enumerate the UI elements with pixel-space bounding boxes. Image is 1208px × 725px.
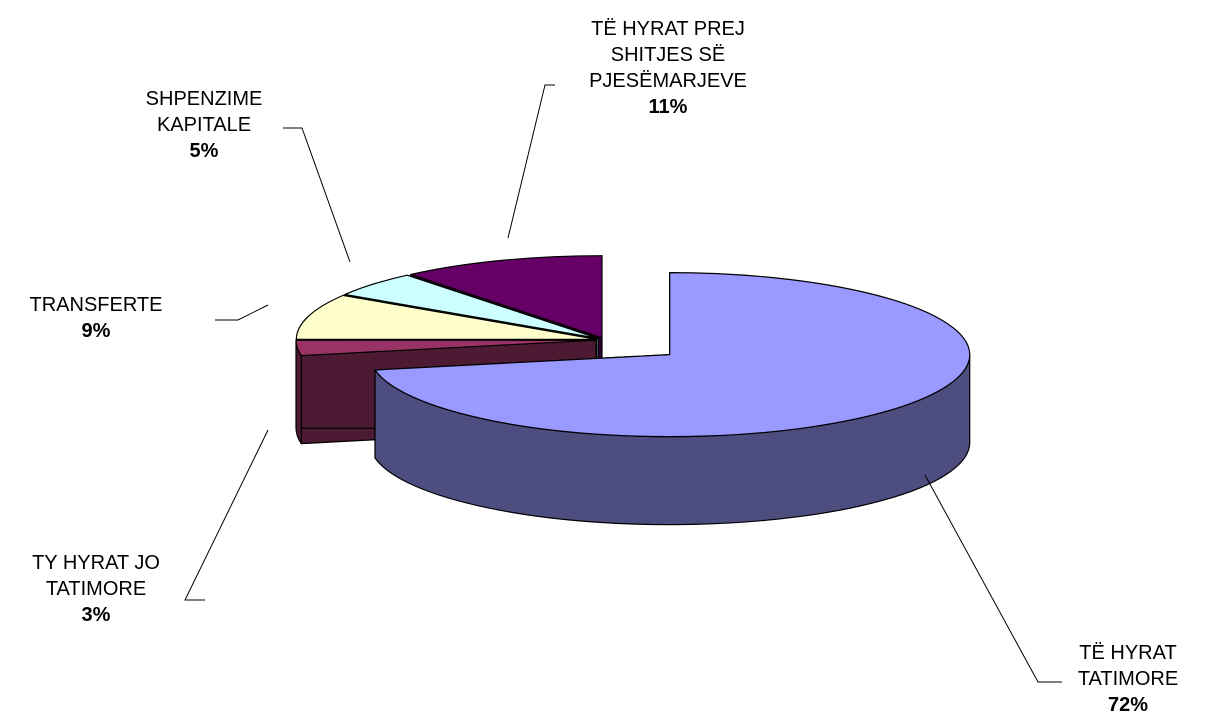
value-label: 9%	[81, 320, 111, 342]
category-label: TY HYRAT JO TATIMORE	[32, 552, 160, 600]
leader-line	[184, 429, 269, 601]
category-label: SHPENZIME KAPITALE	[145, 88, 263, 136]
category-label: TË HYRAT PREJ SHITJES SË PJESËMARJEVE	[589, 18, 747, 92]
slice-top	[295, 339, 597, 357]
value-label: 72%	[1107, 694, 1149, 716]
value-label: 5%	[189, 140, 219, 162]
category-label: TË HYRAT TATIMORE	[1077, 642, 1179, 690]
slice-label: TË HYRAT TATIMORE 72%	[1053, 640, 1203, 718]
slice-label: TRANSFERTE 9%	[0, 292, 216, 344]
leader-line	[924, 474, 1062, 683]
pie-slice	[374, 272, 971, 526]
value-label: 11%	[648, 96, 688, 118]
slice-top	[410, 255, 603, 339]
leader-line	[215, 304, 269, 321]
leader-line	[283, 127, 351, 263]
value-label: 3%	[81, 604, 111, 626]
slice-outer-wall	[295, 339, 302, 445]
category-label: TRANSFERTE	[29, 294, 163, 316]
slice-top	[344, 274, 599, 339]
slice-top	[374, 272, 971, 438]
slice-label: SHPENZIME KAPITALE 5%	[124, 86, 284, 164]
slice-label: TË HYRAT PREJ SHITJES SË PJESËMARJEVE 11…	[553, 16, 783, 120]
slice-top	[295, 294, 597, 340]
slice-label: TY HYRAT JO TATIMORE 3%	[1, 550, 191, 628]
leader-line	[507, 84, 555, 239]
